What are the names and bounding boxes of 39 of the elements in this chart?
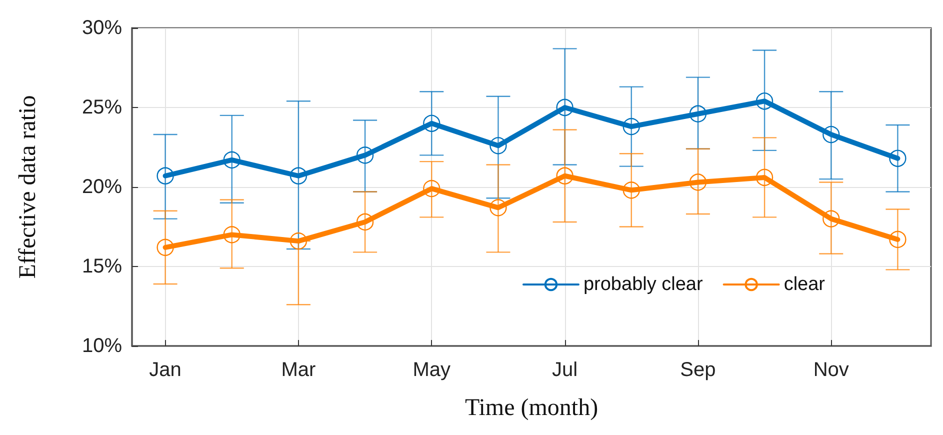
point (423, 114, 440, 132)
y-tick-label: 15% (82, 256, 122, 278)
point (490, 199, 507, 216)
point (423, 180, 440, 198)
point (689, 105, 707, 122)
x-tick-label: Jan (149, 359, 182, 381)
point (689, 174, 707, 191)
x-tick-label: May (412, 359, 451, 381)
y-tick-label: 20% (82, 176, 122, 198)
point (223, 151, 240, 169)
x-axis-title: Time (month) (464, 395, 598, 421)
y-tick-label: 30% (82, 17, 122, 39)
x-tick-label: Mar (281, 359, 316, 381)
legend-label: clear (784, 274, 826, 295)
point (822, 210, 840, 228)
y-axis-title: Effective data ratio (15, 95, 41, 279)
legend-label: probably clear (583, 274, 704, 295)
y-tick-label: 25% (82, 96, 122, 118)
point (490, 137, 507, 154)
point (156, 238, 174, 256)
point (156, 167, 174, 184)
point (622, 182, 640, 199)
x-tick-label: Jul (552, 359, 578, 381)
point (822, 126, 840, 144)
point (756, 92, 774, 110)
point (356, 146, 374, 164)
point (290, 232, 308, 250)
point (556, 167, 574, 184)
point (356, 213, 374, 231)
point (889, 230, 906, 248)
x-tick-label: Nov (813, 359, 849, 381)
point (756, 168, 774, 186)
point (622, 118, 640, 136)
x-tick-label: Sep (680, 359, 716, 381)
y-tick-label: 10% (82, 335, 122, 357)
point (889, 150, 906, 167)
point (556, 98, 574, 116)
point (223, 226, 240, 244)
point (290, 167, 308, 184)
